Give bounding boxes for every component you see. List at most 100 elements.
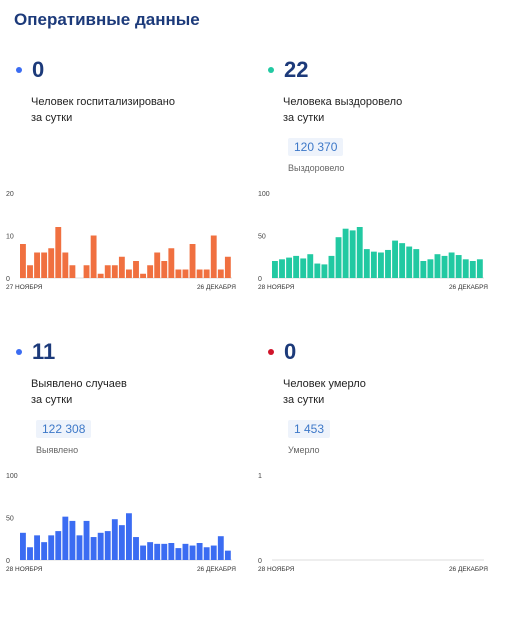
y-tick-label: 50 <box>258 234 266 241</box>
chart-bar <box>118 525 125 560</box>
deaths-description: Человек умерло за сутки <box>283 376 483 408</box>
chart-bar <box>55 531 62 560</box>
x-end-label: 26 ДЕКАБРЯ <box>449 284 488 291</box>
y-tick-label: 0 <box>6 558 10 565</box>
chart-bar <box>111 519 118 560</box>
chart-bar <box>217 536 224 560</box>
chart-bar <box>189 244 196 278</box>
description-line: Человек умерло <box>283 378 366 390</box>
chart-bar <box>370 251 377 278</box>
chart-bar <box>34 252 40 278</box>
y-tick-label: 10 <box>6 234 14 241</box>
chart-bar <box>111 265 118 278</box>
recovered-panel: 22 Человека выздоровело за сутки 120 370… <box>258 58 506 348</box>
chart-bar <box>434 254 441 278</box>
chart-bar <box>210 545 217 560</box>
chart-bar <box>20 532 26 560</box>
hospitalized-value: 0 <box>32 57 45 82</box>
chart-bar <box>378 252 384 278</box>
x-start-label: 27 НОЯБРЯ <box>6 284 43 291</box>
cases-total: 122 308 <box>36 420 92 438</box>
chart-bar <box>196 543 203 560</box>
chart-bar <box>217 269 224 278</box>
y-tick-label: 0 <box>258 558 262 565</box>
cases-description: Выявлено случаев за сутки <box>31 376 231 408</box>
page-title: Оперативные данные <box>14 10 200 29</box>
chart-bar <box>62 516 69 560</box>
chart-bar <box>335 237 342 278</box>
chart-bar <box>314 263 321 278</box>
chart-bar <box>154 252 161 278</box>
chart-bar <box>441 255 448 278</box>
chart-bar <box>76 535 83 560</box>
chart-bar <box>147 542 154 560</box>
y-tick-label: 0 <box>258 276 262 283</box>
chart-bar <box>126 269 132 278</box>
chart-bar <box>203 269 210 278</box>
chart-bar <box>307 254 314 278</box>
description-line: за сутки <box>31 394 73 406</box>
y-tick-label: 100 <box>258 191 270 198</box>
x-end-label: 26 ДЕКАБРЯ <box>449 566 488 573</box>
chart-bar <box>97 532 104 560</box>
chart-bar <box>97 273 104 278</box>
chart-bar <box>399 243 406 278</box>
status-dot-icon <box>16 67 22 73</box>
chart-bar <box>90 235 97 278</box>
chart-bar <box>133 537 139 560</box>
chart-bar <box>469 261 476 278</box>
chart-bar <box>286 257 292 278</box>
chart-bar <box>34 535 40 560</box>
chart-bar <box>385 249 391 278</box>
chart-bar <box>189 545 196 560</box>
x-end-label: 26 ДЕКАБРЯ <box>197 284 236 291</box>
chart-bar <box>126 513 132 560</box>
hospitalized-metric: 0 <box>16 58 44 82</box>
chart-bar <box>203 547 210 560</box>
deaths-metric: 0 <box>268 340 296 364</box>
chart-bar <box>48 535 55 560</box>
status-dot-icon <box>268 349 274 355</box>
hospitalized-description: Человек госпитализировано за сутки <box>31 94 231 126</box>
chart-bar <box>41 252 48 278</box>
description-line: Человека выздоровело <box>283 96 403 108</box>
y-tick-label: 50 <box>6 516 14 523</box>
chart-bar <box>140 545 146 560</box>
chart-bar <box>342 228 349 278</box>
chart-bar <box>321 264 328 278</box>
chart-bar <box>175 548 182 560</box>
chart-bar <box>392 240 398 278</box>
chart-bar <box>300 258 307 278</box>
chart-bar <box>48 248 55 278</box>
chart-bar <box>161 543 168 560</box>
chart-bar <box>90 537 97 560</box>
chart-bar <box>196 269 203 278</box>
cases-value: 11 <box>32 339 56 364</box>
chart-bar <box>83 265 90 278</box>
deaths-total: 1 453 <box>288 420 331 438</box>
chart-bar <box>20 244 26 278</box>
description-line: за сутки <box>283 394 325 406</box>
deaths-chart: 0 1 28 НОЯБРЯ 26 ДЕКАБРЯ <box>258 473 488 573</box>
y-tick-label: 20 <box>6 191 14 198</box>
chart-bar <box>62 252 69 278</box>
recovered-description: Человека выздоровело за сутки <box>283 94 483 126</box>
hospitalized-chart: 0 10 20 27 НОЯБРЯ 26 ДЕКАБРЯ <box>6 191 236 291</box>
cases-chart: 0 50 100 28 НОЯБРЯ 26 ДЕКАБРЯ <box>6 473 236 573</box>
chart-bar <box>406 246 413 278</box>
chart-bar <box>182 269 189 278</box>
chart-bar <box>55 227 62 278</box>
deaths-value: 0 <box>284 339 297 364</box>
description-line: Выявлено случаев <box>31 378 127 390</box>
chart-bar <box>363 249 370 278</box>
chart-bar <box>147 265 154 278</box>
chart-bar <box>118 256 125 278</box>
chart-bar <box>154 543 161 560</box>
chart-bar <box>133 261 139 278</box>
cases-metric: 11 <box>16 340 55 364</box>
cases-total-label: Выявлено <box>36 445 79 455</box>
status-dot-icon <box>16 349 22 355</box>
y-tick-label: 0 <box>6 276 10 283</box>
chart-bar <box>224 550 231 560</box>
chart-bar <box>272 261 278 278</box>
